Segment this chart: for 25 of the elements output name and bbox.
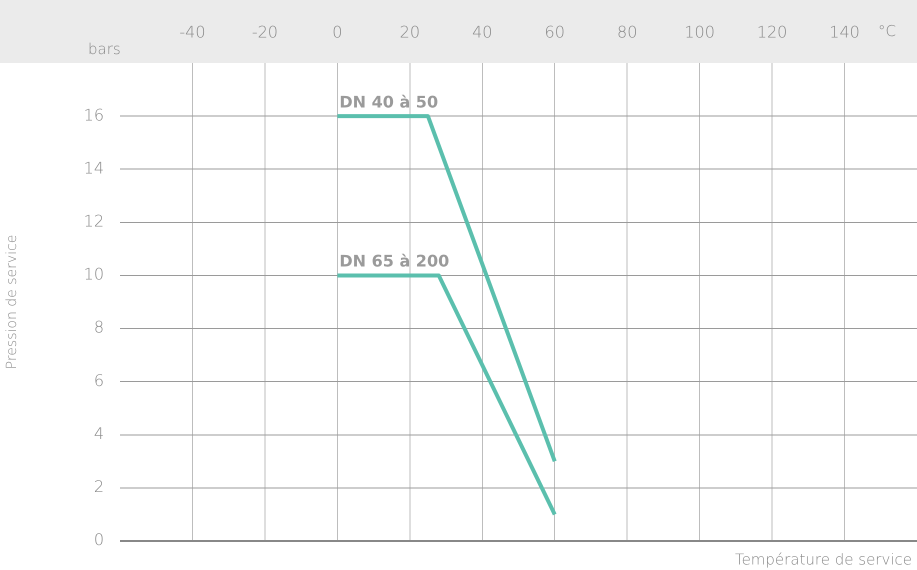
y-tick-label: 2 <box>94 477 104 496</box>
y-tick-label: 10 <box>84 264 104 284</box>
text: bars <box>88 40 121 58</box>
y-tick-label: 4 <box>94 424 104 443</box>
x-tick-label: 60 <box>544 22 565 42</box>
x-tick-label: 120 <box>756 22 788 42</box>
x-tick-label: -40 <box>179 22 206 42</box>
x-axis-title: Température de service <box>734 550 912 568</box>
x-tick-label: -20 <box>252 22 278 42</box>
series-label: DN 40 à 50 <box>339 92 438 112</box>
x-tick-label: 40 <box>472 22 492 42</box>
y-tick-label: 12 <box>84 211 104 230</box>
series-label: DN 65 à 200 <box>339 252 450 271</box>
y-tick-label: 6 <box>94 370 104 390</box>
x-tick-label: 80 <box>617 22 638 42</box>
x-tick-label: 0 <box>332 22 342 42</box>
y-tick-label: 14 <box>84 158 104 178</box>
y-axis-title: Pression de service <box>4 234 20 370</box>
text: °C <box>878 22 896 40</box>
y-tick-label: 8 <box>94 318 104 337</box>
y-tick-label: 16 <box>84 105 104 124</box>
x-tick-label: 100 <box>684 22 715 42</box>
x-tick-label: 140 <box>829 22 860 42</box>
x-tick-label: 20 <box>400 22 420 42</box>
y-tick-label: 0 <box>94 530 104 550</box>
